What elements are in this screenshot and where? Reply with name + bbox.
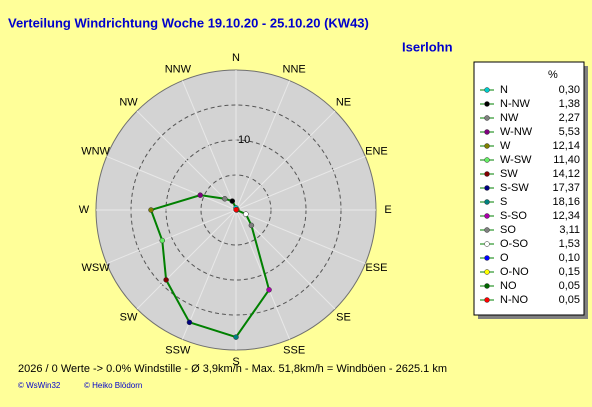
- data-point: [159, 237, 166, 244]
- legend-label: W: [500, 140, 511, 152]
- legend-value: 0,10: [559, 252, 580, 264]
- legend-value: 11,40: [553, 154, 580, 166]
- legend-label: S: [500, 196, 507, 208]
- spoke: [106, 209, 237, 265]
- spoke: [136, 110, 237, 211]
- legend-value: 12,34: [552, 210, 580, 222]
- data-point: [148, 207, 154, 213]
- legend-value: 17,37: [552, 182, 580, 194]
- legend-value: 0,05: [559, 280, 580, 292]
- axis-label: NE: [336, 96, 351, 108]
- axis-label: N: [232, 52, 240, 64]
- legend-marker: [484, 199, 490, 205]
- legend-label: W-NW: [500, 126, 533, 138]
- data-point: [266, 287, 272, 293]
- axis-label: W: [79, 204, 90, 216]
- legend-label: NO: [500, 280, 517, 292]
- axis-label: SSE: [283, 344, 305, 356]
- legend-marker: [484, 297, 490, 303]
- axis-label: NNE: [283, 63, 306, 75]
- legend-marker: [484, 87, 490, 93]
- legend-marker: [484, 129, 490, 135]
- legend-value: 12,14: [552, 140, 580, 152]
- axis-label: NW: [119, 96, 138, 108]
- legend-marker: [484, 115, 490, 121]
- legend-marker: [484, 255, 490, 261]
- legend-label: N-NO: [500, 294, 529, 306]
- legend-value: 1,38: [559, 98, 580, 110]
- axis-label: SSW: [165, 344, 191, 356]
- legend-value: 0,05: [559, 294, 580, 306]
- data-point: [233, 206, 239, 213]
- r-tick-label: 10: [238, 134, 250, 146]
- legend-label: SW: [500, 168, 518, 180]
- axis-label: SW: [120, 311, 138, 323]
- legend-label: SO: [500, 224, 516, 236]
- footer: 2026 / 0 Werte -> 0.0% Windstille - Ø 3,…: [18, 363, 447, 375]
- legend-value: 18,16: [552, 196, 580, 208]
- legend-marker: [484, 213, 490, 219]
- legend-marker: [484, 241, 490, 247]
- spoke: [235, 110, 336, 211]
- legend-value: 14,12: [552, 168, 580, 180]
- legend-label: O-NO: [500, 266, 529, 278]
- legend-value: 3,11: [559, 224, 580, 236]
- data-point: [222, 196, 228, 202]
- legend-marker: [484, 171, 490, 177]
- data-point: [248, 222, 255, 229]
- legend-marker: [484, 227, 490, 233]
- axis-label: WSW: [82, 262, 111, 274]
- legend-label: S-SO: [500, 210, 527, 222]
- legend-label: O-SO: [500, 238, 529, 250]
- spoke: [235, 209, 291, 340]
- legend-label: NW: [500, 112, 519, 124]
- legend-marker: [484, 101, 490, 107]
- data-point: [197, 192, 203, 198]
- data-point: [163, 277, 169, 283]
- location: Iserlohn: [402, 39, 453, 54]
- axis-label: NNW: [165, 63, 192, 75]
- spoke: [106, 155, 237, 211]
- legend-marker: [484, 143, 490, 149]
- legend-header: %: [548, 69, 558, 81]
- spoke: [136, 209, 237, 310]
- spoke: [181, 80, 237, 211]
- axis-label: ENE: [365, 146, 388, 158]
- legend-marker: [484, 283, 490, 289]
- legend-value: 0,15: [559, 266, 580, 278]
- spoke: [235, 209, 366, 265]
- legend-label: S-SW: [500, 182, 529, 194]
- spoke: [235, 155, 366, 211]
- legend-value: 2,27: [559, 112, 580, 124]
- axis-label: S: [232, 356, 239, 368]
- data-point: [229, 198, 236, 204]
- legend-value: 1,53: [559, 238, 580, 250]
- legend-marker: [484, 157, 490, 163]
- credit: © WsWin32: [18, 381, 61, 390]
- legend-marker: [484, 185, 490, 191]
- axis-label: ESE: [365, 262, 387, 274]
- legend-marker: [484, 269, 490, 275]
- legend-label: N-NW: [500, 98, 531, 110]
- axis-label: E: [384, 204, 391, 216]
- data-point: [186, 319, 193, 326]
- legend-value: 0,30: [559, 84, 580, 96]
- chart-title: Verteilung Windrichtung Woche 19.10.20 -…: [8, 15, 369, 30]
- legend-label: O: [500, 252, 509, 264]
- legend-label: W-SW: [500, 154, 532, 166]
- data-point: [243, 211, 249, 217]
- legend-label: N: [500, 84, 508, 96]
- credit: © Heiko Blödorn: [84, 381, 142, 390]
- data-point: [233, 334, 239, 340]
- axis-label: SE: [336, 311, 351, 323]
- spoke: [235, 80, 291, 211]
- legend-value: 5,53: [559, 126, 580, 138]
- axis-label: WNW: [81, 146, 110, 158]
- spoke: [181, 209, 237, 340]
